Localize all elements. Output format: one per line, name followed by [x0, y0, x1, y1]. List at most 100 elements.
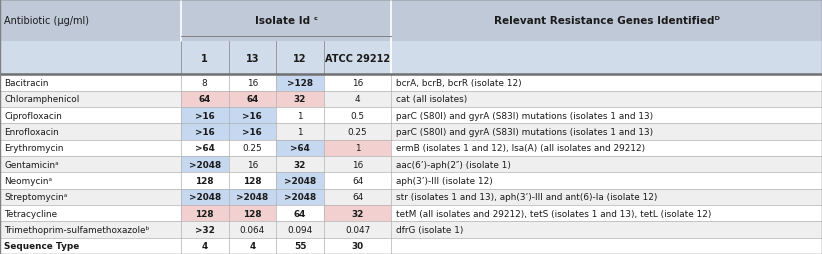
Text: bcrA, bcrB, bcrR (isolate 12): bcrA, bcrB, bcrR (isolate 12)	[396, 78, 522, 88]
Text: 32: 32	[293, 160, 307, 169]
Text: 0.047: 0.047	[345, 225, 370, 234]
Bar	[229, 107, 276, 124]
Text: >16: >16	[242, 111, 262, 120]
Bar	[181, 205, 229, 221]
Text: 64: 64	[246, 95, 259, 104]
Text: >16: >16	[242, 128, 262, 136]
Bar	[0, 75, 181, 91]
Text: Isolate Id ᶜ: Isolate Id ᶜ	[255, 16, 317, 26]
Bar	[181, 42, 229, 75]
Bar	[0, 238, 181, 254]
Bar	[391, 0, 822, 42]
Text: 128: 128	[243, 176, 261, 185]
Bar	[391, 238, 822, 254]
Text: Antibiotic (μg/ml): Antibiotic (μg/ml)	[4, 16, 89, 26]
Text: 0.064: 0.064	[240, 225, 265, 234]
Text: 16: 16	[352, 160, 363, 169]
Text: 16: 16	[247, 160, 258, 169]
Text: >16: >16	[195, 111, 215, 120]
Text: Relevant Resistance Genes Identifiedᴰ: Relevant Resistance Genes Identifiedᴰ	[494, 16, 719, 26]
Bar	[229, 221, 276, 238]
Text: 0.25: 0.25	[242, 144, 262, 153]
Bar	[229, 42, 276, 75]
Bar	[276, 156, 324, 173]
Bar	[276, 238, 324, 254]
Text: Ciprofloxacin: Ciprofloxacin	[4, 111, 62, 120]
Text: 128: 128	[243, 209, 261, 218]
Bar	[276, 140, 324, 156]
Bar	[276, 124, 324, 140]
Text: 16: 16	[247, 78, 258, 88]
Bar	[181, 238, 229, 254]
Bar	[276, 189, 324, 205]
Text: 1: 1	[355, 144, 360, 153]
Bar	[0, 205, 181, 221]
Bar	[229, 140, 276, 156]
Text: Tetracycline: Tetracycline	[4, 209, 58, 218]
Bar	[324, 107, 391, 124]
Text: >128: >128	[287, 78, 313, 88]
Bar	[0, 140, 181, 156]
Bar	[391, 205, 822, 221]
Text: aph(3’)-III (isolate 12): aph(3’)-III (isolate 12)	[396, 176, 493, 185]
Text: 1: 1	[201, 53, 208, 64]
Bar	[324, 75, 391, 91]
Text: 128: 128	[196, 209, 214, 218]
Text: Neomycinᵃ: Neomycinᵃ	[4, 176, 52, 185]
Text: >2048: >2048	[236, 193, 269, 201]
Text: tetM (all isolates and 29212), tetS (isolates 1 and 13), tetL (isolate 12): tetM (all isolates and 29212), tetS (iso…	[396, 209, 712, 218]
Text: parC (S80I) and gyrA (S83I) mutations (isolates 1 and 13): parC (S80I) and gyrA (S83I) mutations (i…	[396, 111, 653, 120]
Bar	[391, 221, 822, 238]
Text: dfrG (isolate 1): dfrG (isolate 1)	[396, 225, 464, 234]
Bar	[391, 42, 822, 75]
Bar	[324, 42, 391, 75]
Text: >2048: >2048	[284, 176, 316, 185]
Text: 64: 64	[293, 209, 307, 218]
Text: >2048: >2048	[188, 193, 221, 201]
Text: 0.25: 0.25	[348, 128, 367, 136]
Bar	[0, 124, 181, 140]
Bar	[0, 221, 181, 238]
Bar	[229, 173, 276, 189]
Bar	[0, 156, 181, 173]
Text: 4: 4	[201, 241, 208, 250]
Text: ATCC 29212: ATCC 29212	[325, 53, 390, 64]
Text: 16: 16	[352, 78, 363, 88]
Text: >64: >64	[195, 144, 215, 153]
Text: 1: 1	[298, 111, 302, 120]
Text: 0.094: 0.094	[288, 225, 312, 234]
Text: 32: 32	[293, 95, 307, 104]
Bar	[324, 238, 391, 254]
Bar	[181, 124, 229, 140]
Text: parC (S80I) and gyrA (S83I) mutations (isolates 1 and 13): parC (S80I) and gyrA (S83I) mutations (i…	[396, 128, 653, 136]
Text: >32: >32	[195, 225, 215, 234]
Bar	[276, 205, 324, 221]
Bar	[181, 221, 229, 238]
Bar	[276, 173, 324, 189]
Bar	[181, 0, 391, 42]
Text: Erythromycin: Erythromycin	[4, 144, 63, 153]
Bar	[229, 124, 276, 140]
Bar	[276, 221, 324, 238]
Text: cat (all isolates): cat (all isolates)	[396, 95, 468, 104]
Bar	[276, 107, 324, 124]
Bar	[324, 124, 391, 140]
Bar	[181, 156, 229, 173]
Bar	[391, 173, 822, 189]
Text: Sequence Type: Sequence Type	[4, 241, 80, 250]
Text: Streptomycinᵃ: Streptomycinᵃ	[4, 193, 67, 201]
Bar	[229, 156, 276, 173]
Bar	[229, 75, 276, 91]
Bar	[229, 91, 276, 107]
Bar	[0, 91, 181, 107]
Bar	[229, 238, 276, 254]
Text: Chloramphenicol: Chloramphenicol	[4, 95, 80, 104]
Bar	[391, 189, 822, 205]
Text: aac(6’)-aph(2″) (isolate 1): aac(6’)-aph(2″) (isolate 1)	[396, 160, 511, 169]
Text: 64: 64	[352, 193, 363, 201]
Bar	[391, 91, 822, 107]
Text: Bacitracin: Bacitracin	[4, 78, 48, 88]
Text: ermB (isolates 1 and 12), lsa(A) (all isolates and 29212): ermB (isolates 1 and 12), lsa(A) (all is…	[396, 144, 645, 153]
Bar	[181, 91, 229, 107]
Text: 4: 4	[355, 95, 360, 104]
